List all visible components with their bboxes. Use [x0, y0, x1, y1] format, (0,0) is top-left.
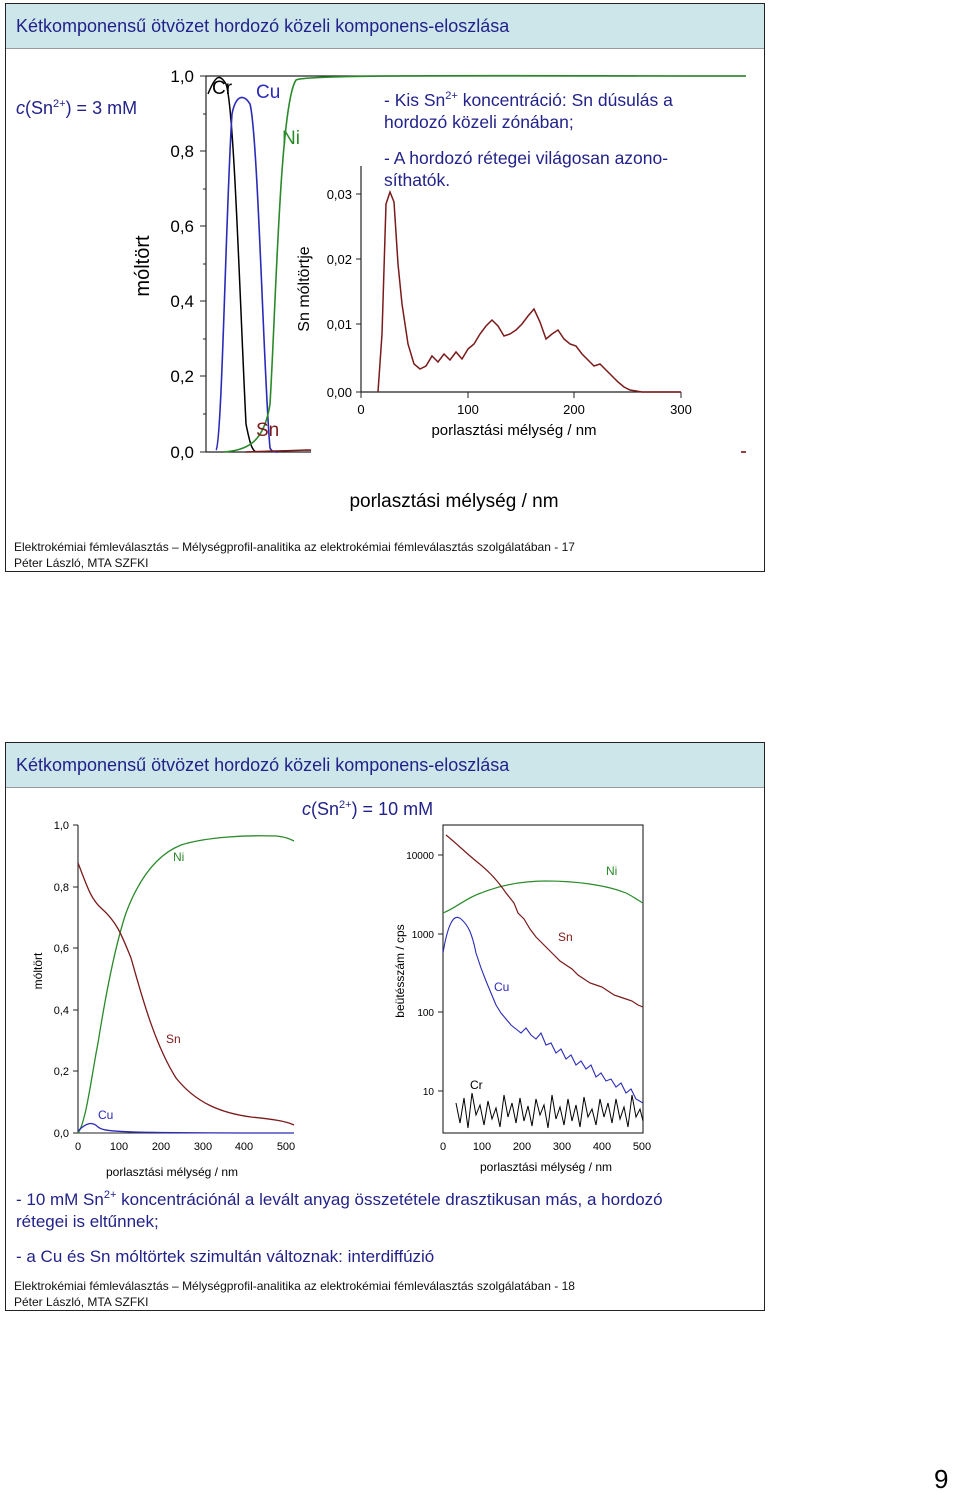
right-x-tick: 500 [633, 1141, 651, 1153]
sn-label: Sn [256, 420, 279, 441]
inset-y-tick: 0,02 [327, 252, 352, 267]
y-axis-label: móltört [132, 235, 154, 297]
right-x-tick: 200 [513, 1141, 531, 1153]
inset-x-tick: 0 [357, 402, 364, 417]
left-cu-label: Cu [98, 1108, 113, 1122]
inset-x-tick: 100 [457, 402, 479, 417]
left-ni-label: Ni [173, 850, 184, 864]
right-frame [442, 824, 644, 1134]
left-x-tick: 500 [277, 1141, 295, 1153]
ni-label: Ni [282, 128, 300, 149]
note-2-cont: síthatók. [384, 170, 450, 190]
right-cr-curve [455, 1092, 644, 1129]
x-axis-label: porlasztási mélység / nm [349, 491, 558, 512]
inset-x-tick: 300 [670, 402, 692, 417]
page-number: 9 [934, 1464, 949, 1494]
left-y-tick: 0,4 [54, 1005, 69, 1017]
slide-17: Kétkomponensű ötvözet hordozó közeli kom… [5, 3, 765, 572]
left-ni-curve [77, 835, 295, 1134]
right-x-tick: 300 [553, 1141, 571, 1153]
chart-10mM: c(Sn2+) = 10 mM 1,0 0,8 0,6 0,4 0,2 0,0 … [16, 799, 663, 1266]
cu-curve [215, 96, 279, 453]
footer-line-1: Elektrokémiai fémleválasztás – Mélységpr… [14, 1279, 575, 1293]
note-1-cont: hordozó közeli zónában; [384, 112, 574, 132]
right-y-tick: 100 [417, 1008, 434, 1019]
concentration-label: c(Sn2+) = 3 mM [16, 98, 137, 118]
inset-sn-curve [377, 189, 681, 393]
slide-18: Kétkomponensű ötvözet hordozó közeli kom… [5, 742, 765, 1311]
ni-curve [223, 74, 747, 453]
cu-label: Cu [256, 82, 280, 103]
concentration-label: c(Sn2+) = 10 mM [302, 799, 433, 819]
footer-line-2: Péter László, MTA SZFKI [14, 1295, 149, 1309]
left-cu-curve [77, 1122, 295, 1134]
left-x-tick: 0 [75, 1141, 81, 1153]
chart-3mM: c(Sn2+) = 3 mM 1,0 0,8 0,6 0,4 0,2 0,0 m… [16, 67, 747, 512]
cr-curve [207, 76, 257, 453]
right-ni-label: Ni [606, 864, 617, 878]
right-x-tick: 0 [440, 1141, 446, 1153]
inset-y-tick: 0,01 [327, 317, 352, 332]
right-cu-curve [442, 916, 644, 1104]
y-tick: 0,2 [170, 367, 194, 386]
left-y-tick: 0,0 [54, 1128, 69, 1140]
y-tick: 0,0 [170, 443, 194, 462]
left-x-tick: 300 [194, 1141, 212, 1153]
inset-y-axis-label: Sn móltörtje [296, 246, 313, 331]
slide-title: Kétkomponensű ötvözet hordozó közeli kom… [6, 4, 764, 49]
left-x-axis-label: porlasztási mélység / nm [106, 1165, 238, 1179]
left-x-tick: 100 [110, 1141, 128, 1153]
left-y-tick: 1,0 [54, 820, 69, 832]
left-sn-curve [77, 862, 295, 1126]
y-tick: 0,4 [170, 292, 194, 311]
right-cr-label: Cr [470, 1078, 483, 1092]
right-y-tick: 10000 [406, 851, 434, 862]
y-tick: 1,0 [170, 67, 194, 86]
note-2: - A hordozó rétegei világosan azono- [384, 148, 668, 168]
y-tick: 0,8 [170, 142, 194, 161]
right-sn-label: Sn [558, 930, 573, 944]
slide-title: Kétkomponensű ötvözet hordozó közeli kom… [6, 743, 764, 788]
left-y-axis-label: móltört [31, 952, 45, 989]
right-y-tick: 1000 [412, 930, 435, 941]
left-x-tick: 400 [235, 1141, 253, 1153]
inset-background [311, 79, 741, 459]
y-tick: 0,6 [170, 217, 194, 236]
left-x-tick: 200 [152, 1141, 170, 1153]
right-y-tick: 10 [423, 1087, 435, 1098]
inset-y-tick: 0,00 [327, 385, 352, 400]
cr-label: Cr [212, 78, 233, 99]
right-x-tick: 100 [473, 1141, 491, 1153]
right-sn-curve [445, 834, 644, 1008]
right-y-axis-label: beütésszám / cps [393, 924, 407, 1017]
note-2: - a Cu és Sn móltörtek szimultán változn… [16, 1247, 434, 1266]
footer: Elektrokémiai fémleválasztás – Mélységpr… [14, 1278, 575, 1310]
note-1: - Kis Sn2+ koncentráció: Sn dúsulás a [384, 90, 673, 110]
left-y-tick: 0,8 [54, 882, 69, 894]
note-1-cont: rétegei is eltűnnek; [16, 1212, 159, 1231]
footer-line-1: Elektrokémiai fémleválasztás – Mélységpr… [14, 540, 575, 554]
footer-line-2: Péter László, MTA SZFKI [14, 556, 149, 570]
left-y-tick: 0,6 [54, 943, 69, 955]
inset-x-axis-label: porlasztási mélység / nm [431, 422, 596, 439]
footer: Elektrokémiai fémleválasztás – Mélységpr… [14, 539, 575, 571]
right-cu-label: Cu [494, 980, 509, 994]
right-ni-curve [442, 880, 644, 914]
right-x-axis-label: porlasztási mélység / nm [480, 1160, 612, 1174]
right-x-tick: 400 [593, 1141, 611, 1153]
note-1: - 10 mM Sn2+ koncentrációnál a levált an… [16, 1189, 663, 1209]
inset-x-tick: 200 [563, 402, 585, 417]
inset-y-tick: 0,03 [327, 187, 352, 202]
left-sn-label: Sn [166, 1032, 181, 1046]
left-y-tick: 0,2 [54, 1066, 69, 1078]
